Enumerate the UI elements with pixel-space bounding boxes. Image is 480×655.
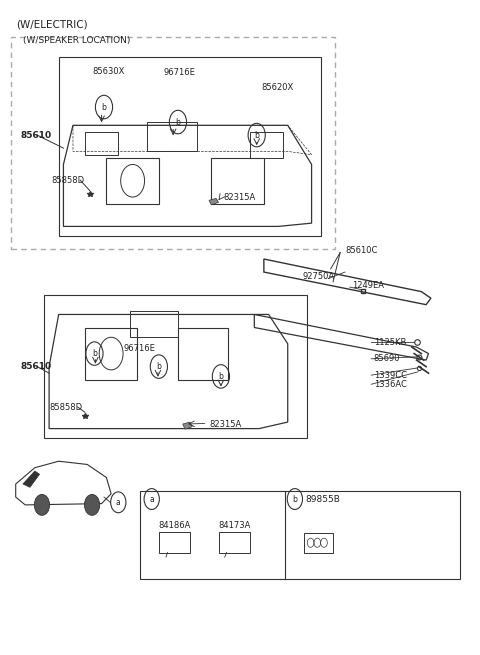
Text: a: a [149,495,154,504]
Polygon shape [183,422,192,429]
Text: 82315A: 82315A [209,420,241,428]
Polygon shape [23,471,39,487]
Text: 1339CC: 1339CC [373,371,407,380]
Text: 92750A: 92750A [302,272,334,281]
Text: 85858D: 85858D [51,176,84,185]
Text: 96716E: 96716E [164,68,195,77]
Text: 85610: 85610 [21,362,52,371]
Text: 96716E: 96716E [123,344,155,353]
Text: 89855B: 89855B [305,495,340,504]
Polygon shape [209,198,218,205]
Text: b: b [254,130,259,140]
Text: 85630X: 85630X [92,67,124,76]
Text: b: b [176,117,180,126]
Text: 84186A: 84186A [159,521,191,530]
Text: 84173A: 84173A [218,521,251,530]
Text: b: b [292,495,297,504]
Text: 1125KB: 1125KB [373,338,406,347]
Text: 85690: 85690 [373,354,400,364]
Text: 85858D: 85858D [49,403,82,411]
Text: b: b [92,349,97,358]
Text: b: b [218,372,223,381]
Text: b: b [102,103,107,111]
Text: 1336AC: 1336AC [373,380,407,389]
Text: 85620X: 85620X [262,83,294,92]
Circle shape [84,495,100,515]
Text: 1249EA: 1249EA [352,280,384,290]
Text: 85610: 85610 [21,130,52,140]
Text: (W/ELECTRIC): (W/ELECTRIC) [16,19,87,29]
Text: b: b [156,362,161,371]
Text: 82315A: 82315A [223,193,255,202]
Text: 85610C: 85610C [345,246,377,255]
Circle shape [34,495,49,515]
Text: (W/SPEAKER LOCATION): (W/SPEAKER LOCATION) [23,36,130,45]
Text: a: a [116,498,120,507]
